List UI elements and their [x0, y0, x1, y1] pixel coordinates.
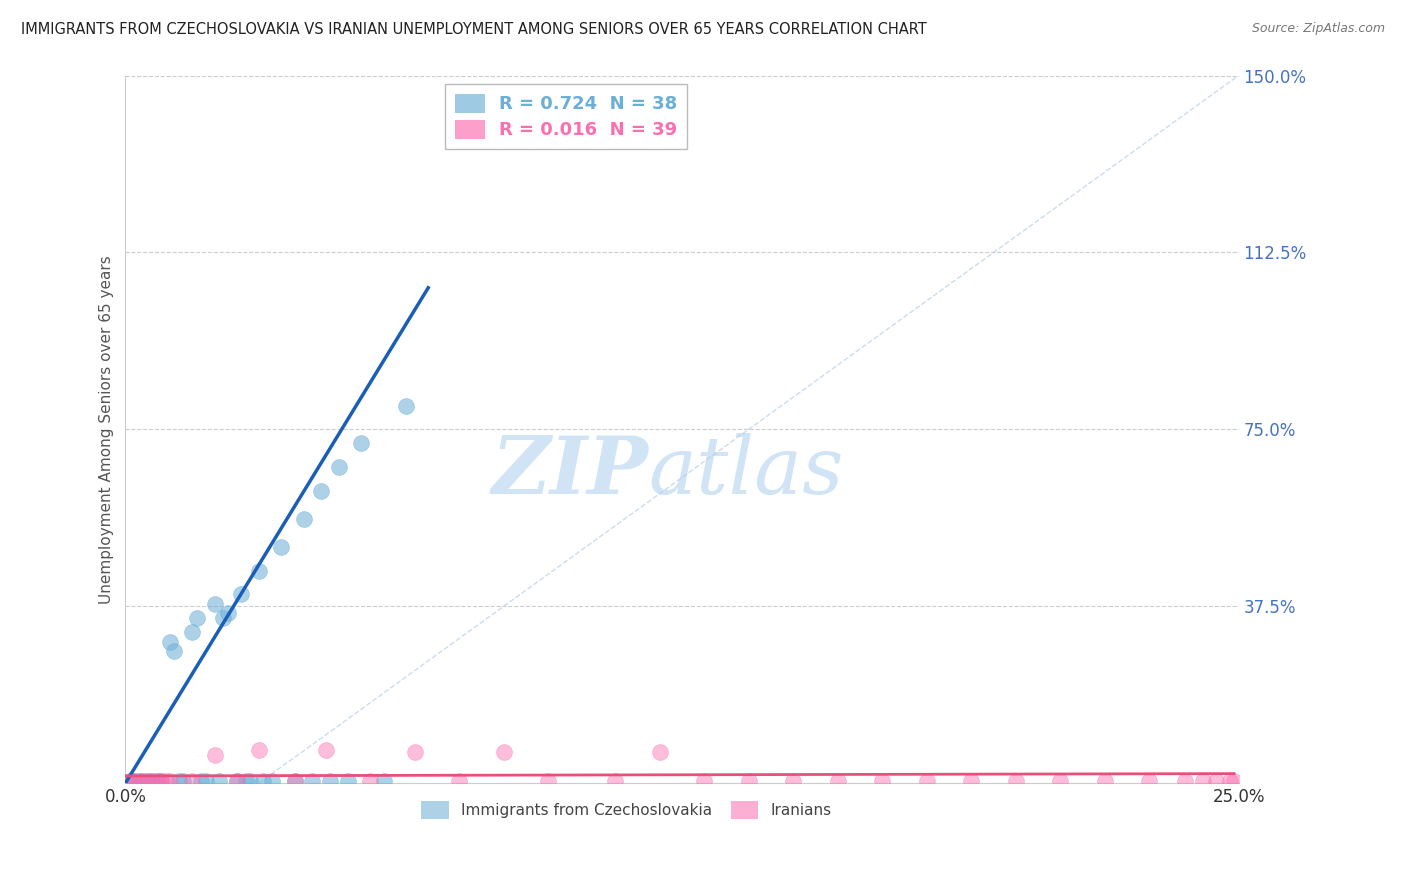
Point	[225, 773, 247, 788]
Point	[872, 773, 894, 788]
Point	[231, 587, 253, 601]
Point	[247, 743, 270, 757]
Point	[915, 773, 938, 788]
Text: IMMIGRANTS FROM CZECHOSLOVAKIA VS IRANIAN UNEMPLOYMENT AMONG SENIORS OVER 65 YEA: IMMIGRANTS FROM CZECHOSLOVAKIA VS IRANIA…	[21, 22, 927, 37]
Point	[292, 512, 315, 526]
Point	[301, 773, 323, 788]
Point	[159, 773, 181, 788]
Point	[350, 436, 373, 450]
Point	[1192, 773, 1215, 788]
Point	[155, 773, 177, 788]
Y-axis label: Unemployment Among Seniors over 65 years: Unemployment Among Seniors over 65 years	[100, 255, 114, 604]
Point	[1174, 773, 1197, 788]
Point	[150, 773, 173, 788]
Point	[128, 773, 150, 788]
Point	[128, 773, 150, 788]
Point	[118, 773, 141, 788]
Point	[1219, 773, 1241, 788]
Point	[150, 773, 173, 788]
Text: Source: ZipAtlas.com: Source: ZipAtlas.com	[1251, 22, 1385, 36]
Legend: Immigrants from Czechoslovakia, Iranians: Immigrants from Czechoslovakia, Iranians	[415, 795, 838, 825]
Point	[136, 773, 159, 788]
Point	[693, 773, 716, 788]
Point	[359, 773, 381, 788]
Point	[960, 773, 983, 788]
Point	[159, 634, 181, 648]
Point	[172, 773, 194, 788]
Point	[648, 745, 671, 759]
Point	[124, 773, 146, 788]
Point	[284, 773, 307, 788]
Point	[328, 460, 350, 475]
Point	[537, 773, 560, 788]
Point	[136, 773, 159, 788]
Point	[124, 773, 146, 788]
Point	[204, 747, 226, 762]
Point	[1005, 773, 1028, 788]
Point	[212, 611, 235, 625]
Point	[404, 745, 426, 759]
Point	[167, 773, 190, 788]
Point	[827, 773, 849, 788]
Point	[118, 773, 141, 788]
Point	[605, 773, 627, 788]
Point	[208, 773, 231, 788]
Point	[163, 644, 186, 658]
Point	[284, 773, 307, 788]
Point	[262, 773, 284, 788]
Point	[145, 773, 167, 788]
Point	[235, 773, 257, 788]
Point	[1094, 773, 1116, 788]
Point	[141, 773, 163, 788]
Point	[239, 773, 262, 788]
Point	[132, 773, 155, 788]
Point	[449, 773, 471, 788]
Point	[186, 611, 208, 625]
Point	[1049, 773, 1071, 788]
Point	[315, 743, 337, 757]
Point	[1139, 773, 1161, 788]
Point	[247, 564, 270, 578]
Point	[145, 773, 167, 788]
Point	[194, 773, 217, 788]
Point	[217, 606, 239, 620]
Point	[1223, 773, 1246, 788]
Text: ZIP: ZIP	[492, 433, 648, 510]
Point	[782, 773, 804, 788]
Point	[252, 773, 274, 788]
Point	[1205, 773, 1227, 788]
Point	[132, 773, 155, 788]
Point	[270, 540, 292, 554]
Point	[373, 773, 395, 788]
Point	[337, 773, 360, 788]
Point	[311, 483, 333, 498]
Point	[225, 773, 247, 788]
Point	[492, 745, 515, 759]
Point	[141, 773, 163, 788]
Point	[190, 773, 212, 788]
Point	[181, 625, 204, 640]
Point	[181, 773, 204, 788]
Text: atlas: atlas	[648, 433, 844, 510]
Point	[204, 597, 226, 611]
Point	[319, 773, 342, 788]
Point	[738, 773, 761, 788]
Point	[395, 399, 418, 413]
